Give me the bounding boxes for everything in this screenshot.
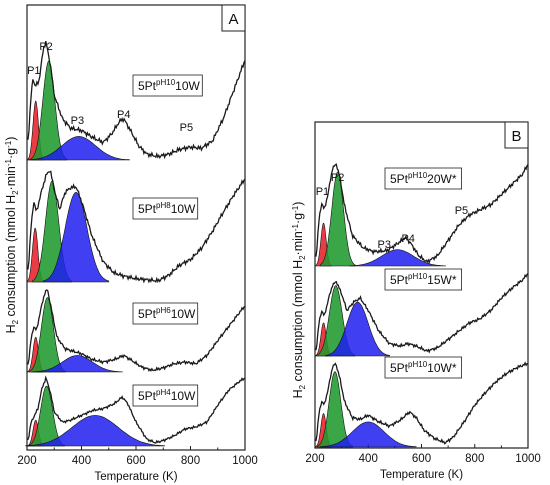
tpr-trace [26,170,246,284]
sample-label-text: 5PtpH1010W [138,78,200,93]
panel-letter-box [221,4,246,32]
peak-label-p4: P4 [117,109,130,121]
peak-label-p2: P2 [331,172,344,184]
sample-label-text: 5PtpH1015W* [390,272,457,287]
y-axis-label-b: H2 consumption (mmol H2·min-1·g-1) [291,202,307,399]
x-tick-label: 400 [359,453,378,465]
deconvolution-peak-p2 [319,171,356,267]
peak-label-p1: P1 [27,65,40,77]
sample-label-box [132,302,199,325]
x-axis-label: Temperature (K) [94,471,177,483]
svg-text:H2 consumption (mmol H2·min-1·: H2 consumption (mmol H2·min-1·g-1) [291,202,307,399]
y-label-h: H [4,324,18,333]
x-tick-label: 800 [465,453,484,465]
sample-label-text: 5PtpH1010W* [390,360,457,375]
sample-label: 5PtpH410W [132,384,199,407]
x-tick-label: 400 [72,455,91,467]
peak-label-p2: P2 [39,41,52,53]
peak-label-p4: P4 [401,233,414,245]
tpr-trace [26,40,246,160]
tpr-trace [26,289,246,372]
x-tick-label: 1000 [232,455,258,467]
peak-label-p5: P5 [455,205,468,217]
deconvolution-peak-p3 [27,136,130,161]
panel-letter: A [228,11,238,28]
sample-label: 5PtpH1010W [132,74,203,97]
x-tick-label: 600 [126,455,145,467]
sample-label-box [132,74,203,97]
peak-label-p3: P3 [71,115,84,127]
sample-label-box [384,356,462,379]
sample-label-box [384,167,462,190]
sample-label: 5PtpH1020W* [384,167,462,190]
sample-label-box [132,384,199,407]
deconvolution-peak-p3 [32,355,123,373]
plot-frame [26,4,246,451]
tpr-trace [26,375,246,444]
sample-label: 5PtpH1010W* [384,356,462,379]
sample-label: 5PtpH1015W* [384,268,462,291]
sample-label: 5PtpH610W [132,302,199,325]
sample-label-text: 5PtpH610W [138,306,196,321]
panel-letter: B [511,128,521,145]
y-label-text-b: consumption (mmol H [291,260,305,382]
sample-label-box [384,268,462,291]
peak-label-p3: P3 [377,239,390,251]
deconvolution-peak-p3 [320,421,417,448]
panel-letter-box [504,121,529,149]
sample-label-text: 5PtpH810W [138,201,196,216]
y-axis-label-a: H2 consumption (mmol H2·min-1·g-1) [4,137,20,334]
tpr-trace [314,273,529,354]
panel-a: A 200 400 600 800 1000 Temperature (K) 5PtpH101… [17,4,258,483]
tpr-trace [314,163,529,265]
sample-label: 5PtpH810W [132,197,199,220]
sample-label-text: 5PtpH410W [138,388,196,403]
peak-label-p5: P5 [180,122,193,134]
x-axis-label: Temperature (K) [380,469,463,481]
deconvolution-peak-p3 [25,415,165,447]
deconvolution-peak-p3 [349,249,446,267]
y-label-text: consumption (mmol H [4,195,18,317]
sample-label-text: 5PtpH1020W* [390,171,457,186]
svg-text:H2 consumption (mmol H2·min-1·: H2 consumption (mmol H2·min-1·g-1) [4,137,20,334]
peak-label-p1: P1 [316,186,329,198]
x-tick-label: 1000 [515,453,541,465]
sample-label-box [132,197,199,220]
x-tick-label: 200 [17,455,36,467]
x-tick-label: 800 [181,455,200,467]
panel-b: B 200 400 600 800 1000 Temperature (K) 5PtpH102… [305,121,541,481]
x-tick-label: 600 [412,453,431,465]
x-tick-label: 200 [305,453,324,465]
deconvolution-peak-p3 [43,191,110,283]
tpr-trace [314,361,529,445]
deconvolution-peak-p3 [325,301,390,357]
